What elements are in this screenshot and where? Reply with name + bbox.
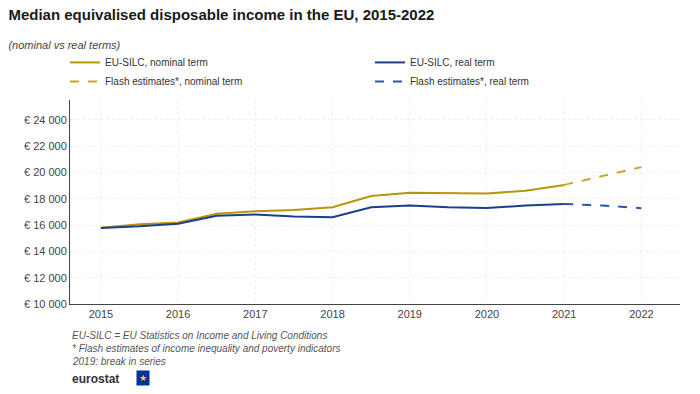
svg-text:2019: 2019 xyxy=(398,308,422,320)
svg-text:€ 10 000: € 10 000 xyxy=(24,298,67,310)
svg-text:2019: break in series: 2019: break in series xyxy=(72,356,166,367)
svg-text:2020: 2020 xyxy=(475,308,499,320)
svg-text:2021: 2021 xyxy=(552,308,576,320)
svg-text:€ 22 000: € 22 000 xyxy=(24,140,67,152)
svg-text:2022: 2022 xyxy=(629,308,653,320)
svg-text:EU-SILC, nominal term: EU-SILC, nominal term xyxy=(105,57,208,68)
svg-text:* Flash estimates of income in: * Flash estimates of income inequality a… xyxy=(72,343,340,354)
svg-text:€ 14 000: € 14 000 xyxy=(24,245,67,257)
svg-text:€ 20 000: € 20 000 xyxy=(24,166,67,178)
svg-text:2018: 2018 xyxy=(320,308,344,320)
svg-text:★: ★ xyxy=(139,373,147,383)
svg-text:2016: 2016 xyxy=(166,308,190,320)
svg-text:eurostat: eurostat xyxy=(72,372,119,386)
svg-text:Flash estimates*, real term: Flash estimates*, real term xyxy=(410,76,529,87)
svg-text:2017: 2017 xyxy=(243,308,267,320)
svg-text:€ 16 000: € 16 000 xyxy=(24,219,67,231)
svg-text:€ 18 000: € 18 000 xyxy=(24,193,67,205)
svg-text:€ 12 000: € 12 000 xyxy=(24,272,67,284)
svg-text:2015: 2015 xyxy=(89,308,113,320)
svg-text:(nominal vs real terms): (nominal vs real terms) xyxy=(8,39,120,51)
svg-text:Flash estimates*, nominal term: Flash estimates*, nominal term xyxy=(105,76,242,87)
svg-text:EU-SILC = EU Statistics on Inc: EU-SILC = EU Statistics on Income and Li… xyxy=(72,330,327,341)
svg-text:Median equivalised disposable: Median equivalised disposable income in … xyxy=(8,6,434,23)
svg-text:€ 24 000: € 24 000 xyxy=(24,114,67,126)
svg-text:EU-SILC, real term: EU-SILC, real term xyxy=(410,57,494,68)
